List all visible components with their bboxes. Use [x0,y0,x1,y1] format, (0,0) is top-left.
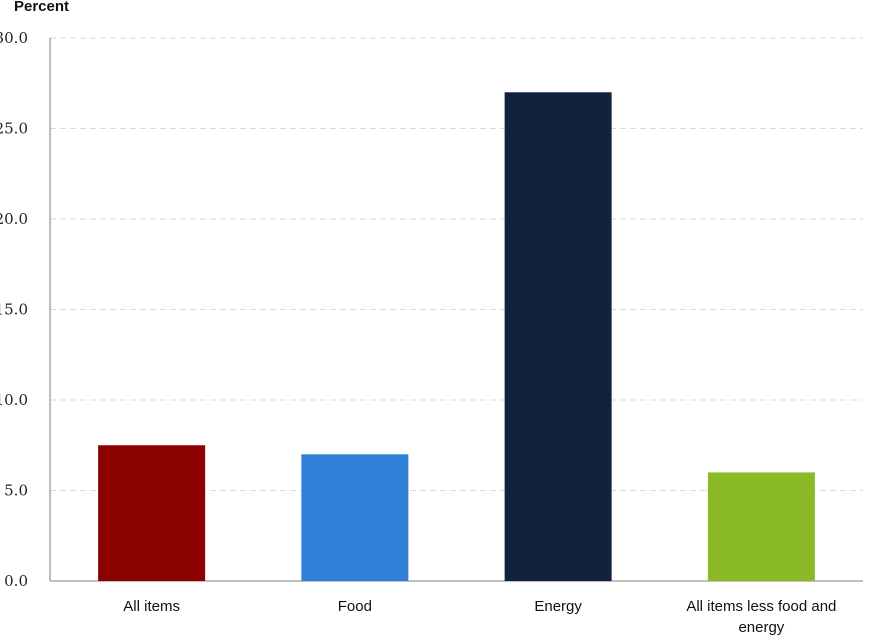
y-tick-label: 20.0 [0,210,28,228]
bar [504,92,612,582]
y-tick-label: 15.0 [0,301,28,319]
bar [98,445,206,581]
x-tick-label: Food [338,598,372,615]
y-tick-label: 10.0 [0,391,28,409]
y-tick-label: 5.0 [4,482,28,500]
y-tick-label: 25.0 [0,120,28,138]
x-tick-label: All items [123,598,180,615]
bar [707,472,815,581]
y-axis-title: Percent [14,0,70,15]
x-tick-label: All items less food and energy [686,598,836,636]
y-tick-label: 0.0 [4,572,28,590]
x-tick-label: Energy [534,598,582,615]
y-tick-label: 30.0 [0,29,28,47]
bar [301,454,409,581]
